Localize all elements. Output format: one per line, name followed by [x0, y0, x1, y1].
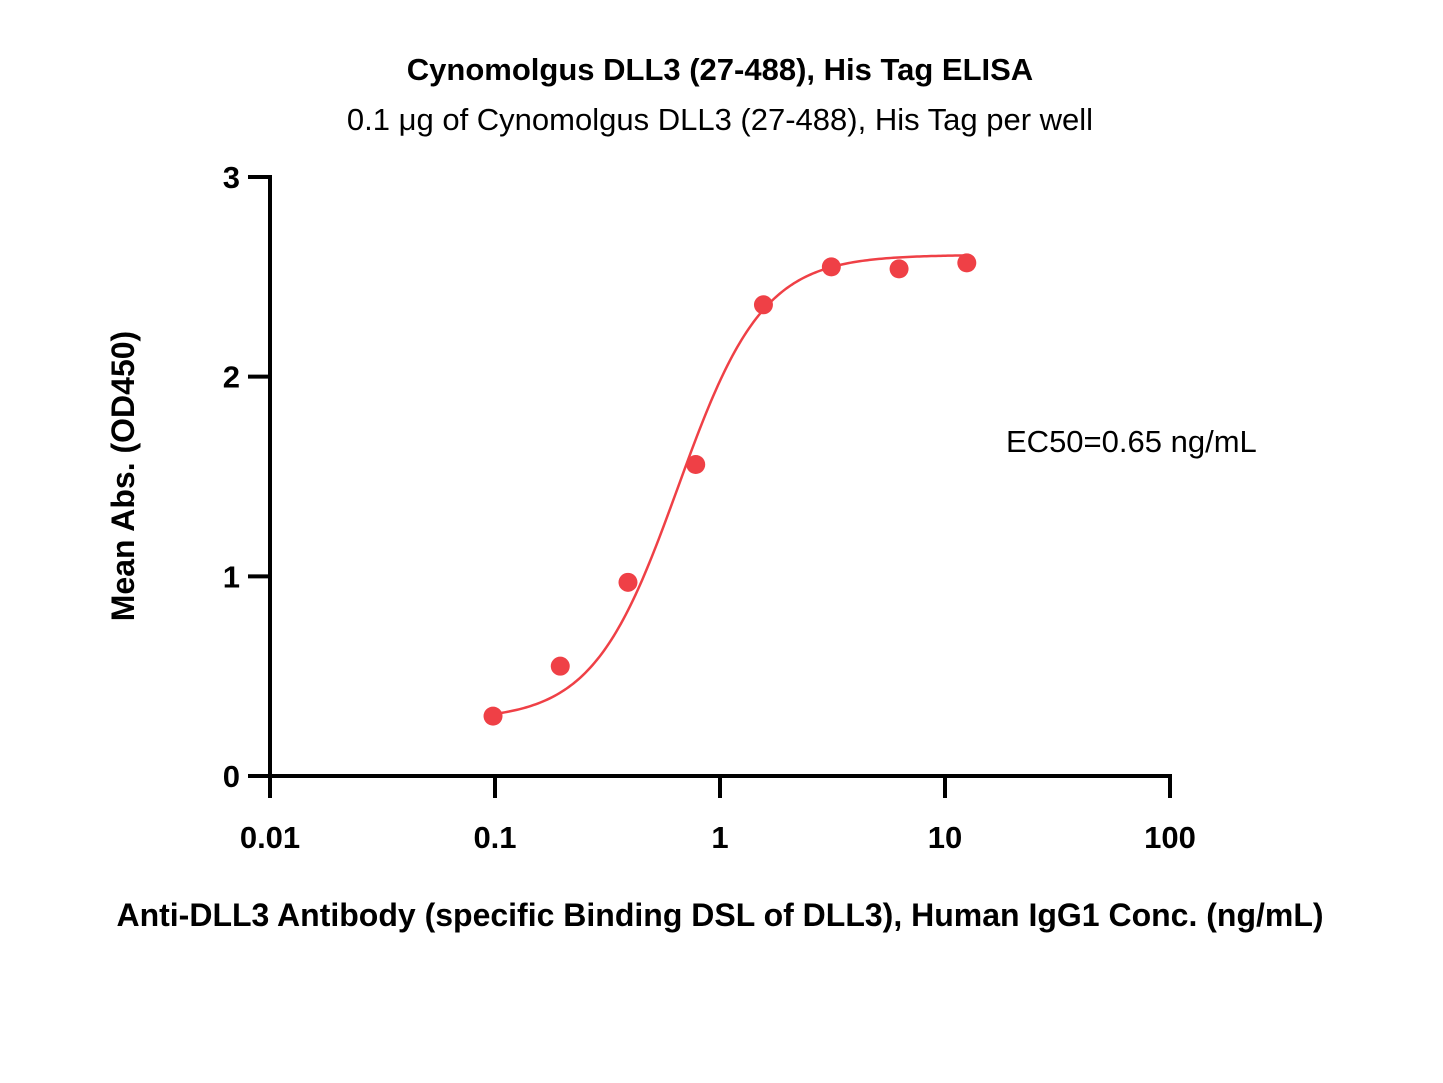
x-tick-label: 1 — [711, 820, 728, 855]
x-tick-label: 0.01 — [240, 820, 300, 855]
data-point — [753, 295, 773, 315]
x-axis-label: Anti-DLL3 Antibody (specific Binding DSL… — [116, 897, 1323, 933]
x-tick-label: 10 — [928, 820, 962, 855]
chart-subtitle: 0.1 μg of Cynomolgus DLL3 (27-488), His … — [347, 102, 1093, 137]
ec50-annotation: EC50=0.65 ng/mL — [1006, 424, 1257, 459]
data-point — [821, 257, 841, 277]
fit-curve — [492, 254, 967, 716]
data-point — [550, 656, 570, 676]
data-point — [483, 706, 503, 726]
chart-title: Cynomolgus DLL3 (27-488), His Tag ELISA — [407, 52, 1033, 87]
data-points — [483, 253, 977, 726]
data-point — [957, 253, 977, 273]
y-tick-label: 1 — [223, 559, 240, 594]
y-axis-ticks: 0 1 2 3 — [223, 160, 270, 794]
x-tick-label: 0.1 — [473, 820, 516, 855]
y-tick-label: 2 — [223, 360, 240, 395]
y-tick-label: 3 — [223, 160, 240, 195]
y-tick-label: 0 — [223, 759, 240, 794]
y-axis-label: Mean Abs. (OD450) — [105, 331, 141, 621]
plot-area: 0 1 2 3 0.01 0.1 1 10 100 — [223, 160, 1196, 855]
data-point — [686, 455, 706, 475]
data-point — [618, 572, 638, 592]
x-axis-ticks: 0.01 0.1 1 10 100 — [240, 776, 1196, 855]
data-point — [889, 259, 909, 279]
x-tick-label: 100 — [1144, 820, 1196, 855]
